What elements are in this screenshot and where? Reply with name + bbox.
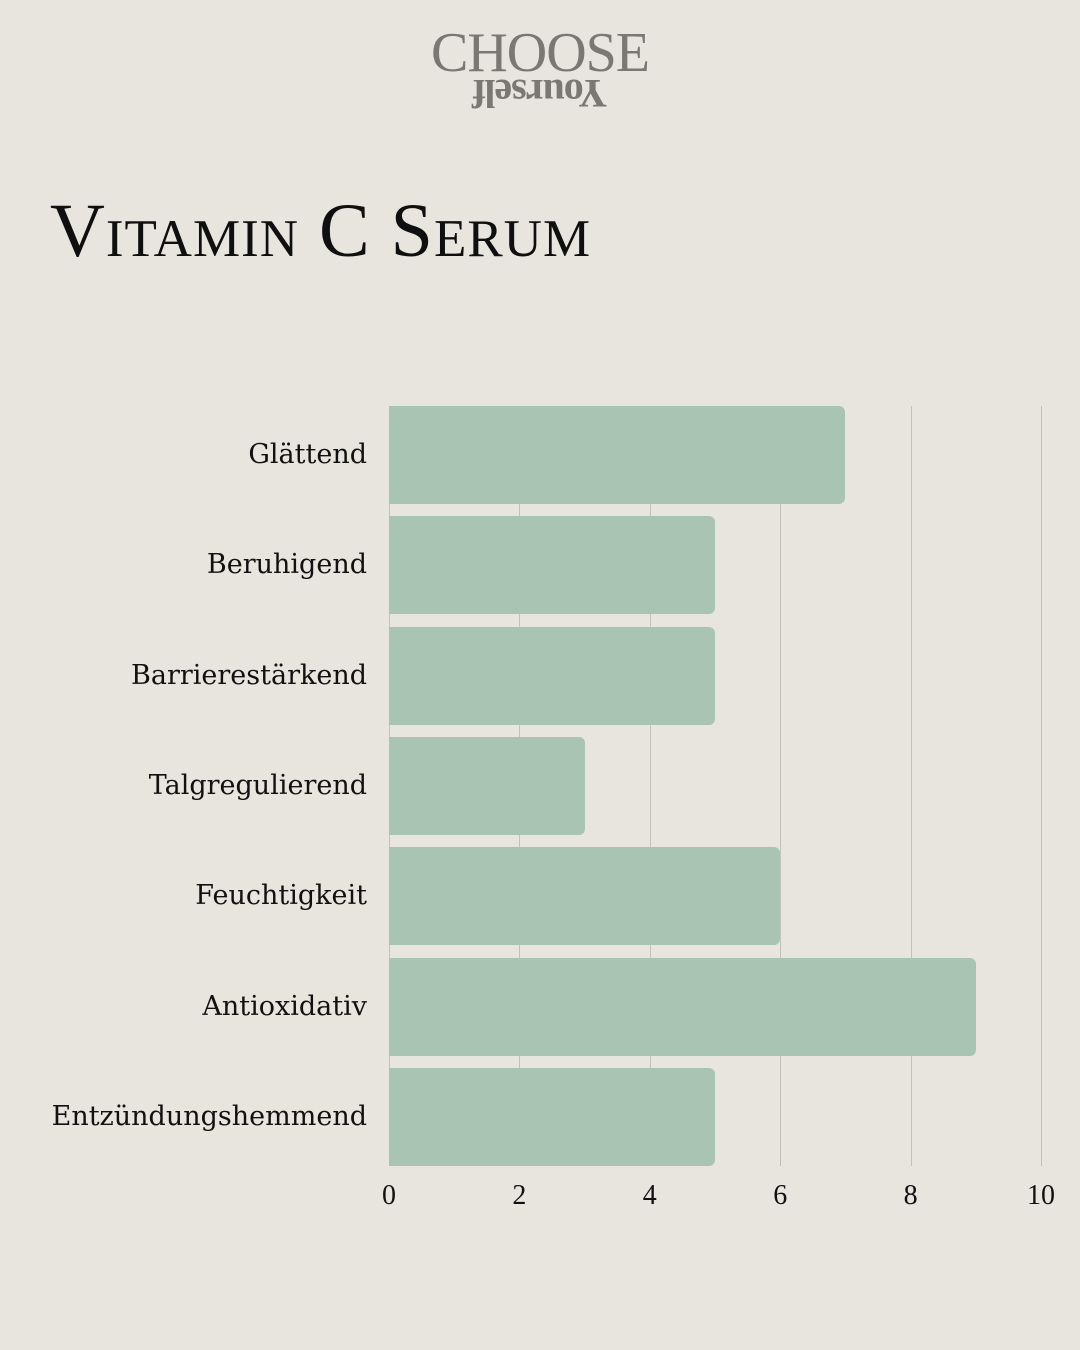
x-tick-label: 8 xyxy=(903,1180,918,1211)
gridline xyxy=(649,406,651,1166)
bar-4 xyxy=(389,847,781,946)
x-tick-label: 10 xyxy=(1027,1180,1055,1211)
category-label: Beruhigend xyxy=(206,549,367,581)
x-tick-label: 0 xyxy=(382,1180,396,1211)
bar-1 xyxy=(389,516,715,615)
bar-2 xyxy=(389,626,715,725)
gridline xyxy=(910,406,912,1166)
bar-3 xyxy=(389,736,585,835)
category-label: Glättend xyxy=(248,439,367,470)
x-tick-label: 4 xyxy=(642,1180,657,1211)
category-label: Antioxidativ xyxy=(202,990,367,1022)
category-label: Entzündungshemmend xyxy=(51,1100,367,1132)
brand-logo: CHOOSE Yourself xyxy=(0,22,1080,116)
chart-title: Vitamin C Serum xyxy=(50,189,592,273)
category-label: Talgregulierend xyxy=(148,769,367,801)
category-label: Barrierestärkend xyxy=(131,659,367,691)
bar-0 xyxy=(389,406,846,504)
gridline xyxy=(1041,406,1042,1166)
category-label: Feuchtigkeit xyxy=(195,880,367,912)
x-tick-label: 6 xyxy=(773,1180,788,1211)
gridline xyxy=(780,406,782,1166)
logo-wordmark-top: CHOOSE xyxy=(430,22,650,84)
x-tick-label: 2 xyxy=(512,1180,527,1211)
bar-5 xyxy=(389,957,976,1056)
bar-6 xyxy=(389,1067,715,1166)
